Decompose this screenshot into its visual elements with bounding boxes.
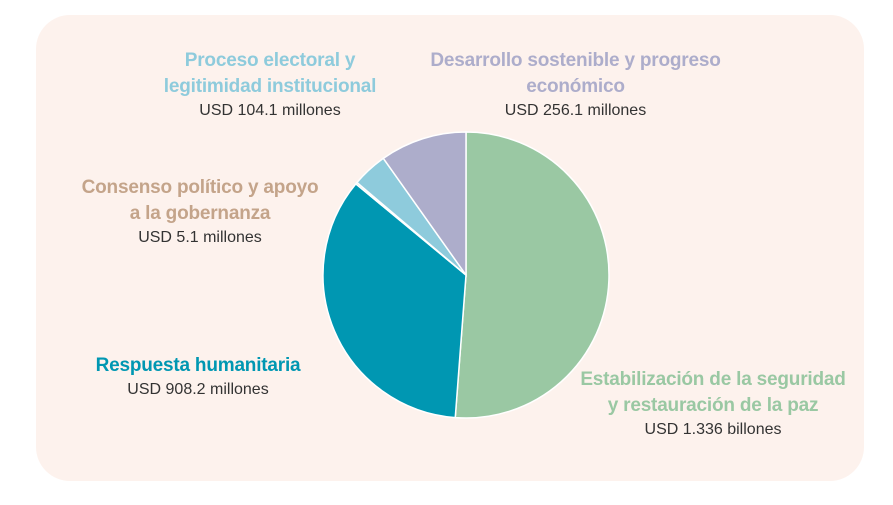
slice-label-electoral: Proceso electoral y legitimidad instituc…: [150, 48, 390, 122]
slice-value: USD 5.1 millones: [138, 229, 262, 246]
slice-name: económico: [526, 76, 625, 97]
slice-value: USD 104.1 millones: [199, 102, 341, 119]
slice-label-security: Estabilización de la seguridad y restaur…: [578, 367, 848, 441]
slice-value: USD 1.336 billones: [644, 421, 782, 438]
slice-name: y restauración de la paz: [607, 395, 819, 416]
pie-slice-1: [322, 182, 467, 419]
pie-slice-4: [382, 131, 467, 278]
slice-name: Consenso político y apoyo: [81, 177, 319, 198]
slice-name: a la gobernanza: [129, 203, 271, 224]
slice-name: legitimidad institucional: [163, 76, 377, 97]
slice-name: Respuesta humanitaria: [95, 355, 301, 376]
slice-name: Proceso electoral y: [184, 50, 356, 71]
slice-value: USD 908.2 millones: [127, 381, 269, 398]
pie-slice-0: [454, 131, 610, 419]
slice-value: USD 256.1 millones: [504, 102, 647, 119]
slice-label-humanitarian: Respuesta humanitaria USD 908.2 millones: [88, 353, 308, 401]
slice-label-development: Desarrollo sostenible y progreso económi…: [428, 48, 723, 122]
slice-label-governance: Consenso político y apoyo a la gobernanz…: [70, 175, 330, 249]
slice-name: Desarrollo sostenible y progreso: [430, 50, 721, 71]
slice-name: Estabilización de la seguridad: [580, 369, 846, 390]
